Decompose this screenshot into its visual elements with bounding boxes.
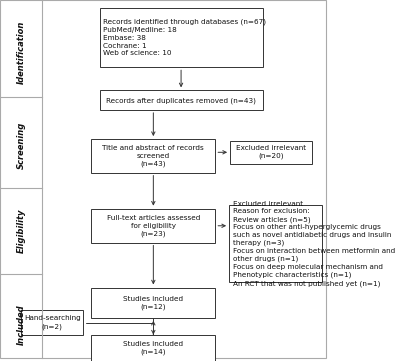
FancyBboxPatch shape bbox=[100, 91, 263, 110]
Text: Eligibility: Eligibility bbox=[17, 209, 26, 253]
FancyBboxPatch shape bbox=[91, 209, 215, 243]
Text: Excluded irrelevant
Reason for exclusion:
Review articles (n=5)
Focus on other a: Excluded irrelevant Reason for exclusion… bbox=[233, 201, 395, 287]
Text: Records after duplicates removed (n=43): Records after duplicates removed (n=43) bbox=[106, 97, 256, 104]
Text: Screening: Screening bbox=[17, 122, 26, 169]
FancyBboxPatch shape bbox=[100, 8, 263, 67]
FancyBboxPatch shape bbox=[91, 139, 215, 173]
Text: Studies included
(n=12): Studies included (n=12) bbox=[123, 296, 184, 310]
FancyBboxPatch shape bbox=[21, 310, 83, 335]
FancyBboxPatch shape bbox=[91, 335, 215, 361]
Text: Full-text articles assessed
for eligibility
(n=23): Full-text articles assessed for eligibil… bbox=[107, 215, 200, 237]
Text: Hand-searching
(n=2): Hand-searching (n=2) bbox=[24, 316, 80, 330]
Text: Records identified through databases (n=67)
PubMed/Medline: 18
Embase: 38
Cochra: Records identified through databases (n=… bbox=[104, 19, 266, 56]
Text: Identification: Identification bbox=[17, 20, 26, 84]
FancyBboxPatch shape bbox=[230, 141, 312, 164]
FancyBboxPatch shape bbox=[91, 288, 215, 318]
FancyBboxPatch shape bbox=[229, 205, 322, 282]
Text: Included: Included bbox=[17, 304, 26, 345]
Text: Title and abstract of records
screened
(n=43): Title and abstract of records screened (… bbox=[102, 145, 204, 167]
Text: Excluded irrelevant
(n=20): Excluded irrelevant (n=20) bbox=[236, 145, 306, 160]
Text: Studies included
(n=14): Studies included (n=14) bbox=[123, 341, 184, 356]
